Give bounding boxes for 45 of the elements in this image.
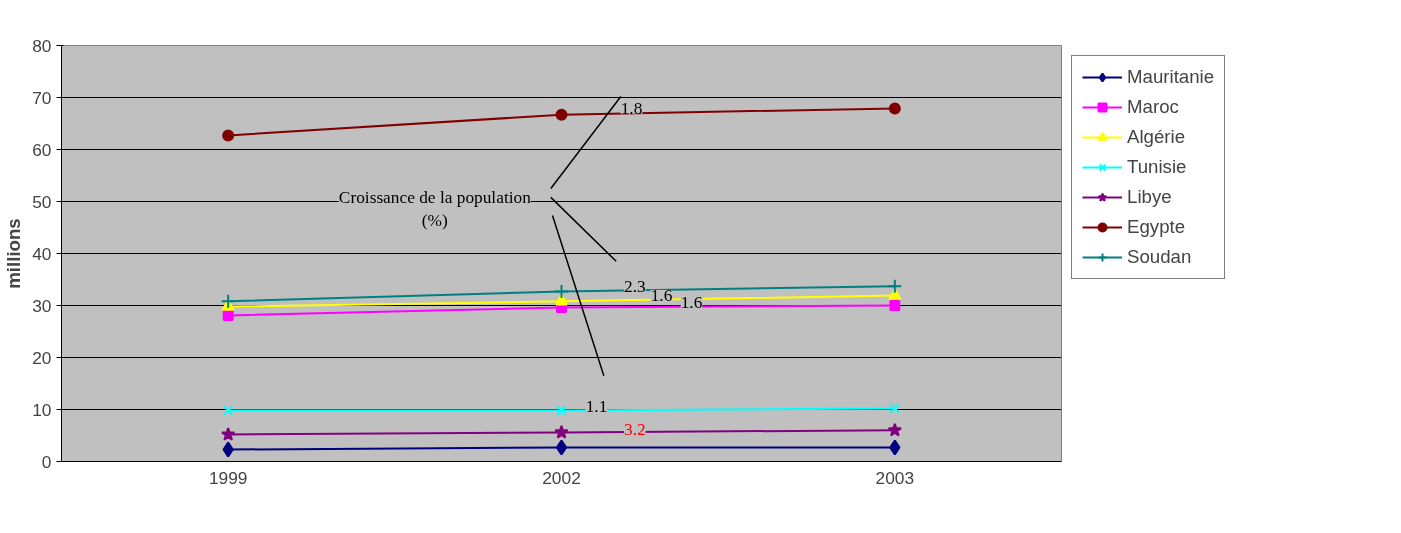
y-tick-label: 0 (41, 451, 52, 472)
y-tick-label: 40 (32, 243, 52, 264)
annotation: Croissance de la population (%) (338, 187, 532, 230)
annotation: 2.3 (624, 276, 646, 296)
point (555, 108, 568, 121)
point (220, 426, 236, 441)
point (889, 439, 901, 456)
y-tick-label: 20 (32, 347, 52, 368)
y-tick-label: 60 (32, 139, 52, 160)
legend-label: Maroc (1127, 96, 1179, 118)
legend-label: Egypte (1127, 216, 1186, 238)
point (555, 439, 568, 456)
point (889, 300, 901, 311)
y-axis-title: millions (3, 218, 25, 289)
point (889, 403, 901, 414)
annotation: 1.1 (585, 396, 608, 416)
legend-label: Tunisie (1127, 156, 1187, 178)
point (888, 102, 901, 115)
annotation: 1.8 (620, 98, 643, 118)
point (887, 422, 903, 437)
x-tick-label: 1999 (208, 467, 248, 488)
annotation: 1.6 (650, 285, 673, 305)
point (555, 293, 568, 306)
y-tick-label: 10 (32, 399, 52, 420)
point (222, 129, 235, 142)
point (554, 283, 569, 299)
point (222, 405, 234, 416)
y-tick-label: 80 (32, 35, 52, 56)
point (556, 405, 567, 416)
point (554, 424, 569, 439)
annotation: 1.6 (680, 292, 703, 312)
annotation: 3.2 (624, 419, 646, 439)
y-tick-label: 70 (32, 87, 52, 108)
x-tick-label: 2003 (875, 467, 915, 488)
legend-label: Soudan (1127, 246, 1192, 268)
legend-label: Mauritanie (1127, 66, 1215, 88)
point (222, 309, 234, 321)
point (222, 441, 234, 458)
x-tick-label: 2002 (542, 467, 581, 488)
point (220, 293, 236, 309)
legend-label: Algérie (1127, 126, 1186, 148)
point (887, 278, 903, 294)
legend-label: Libye (1127, 186, 1172, 208)
y-tick-label: 50 (32, 191, 52, 212)
y-tick-label: 30 (32, 295, 52, 316)
